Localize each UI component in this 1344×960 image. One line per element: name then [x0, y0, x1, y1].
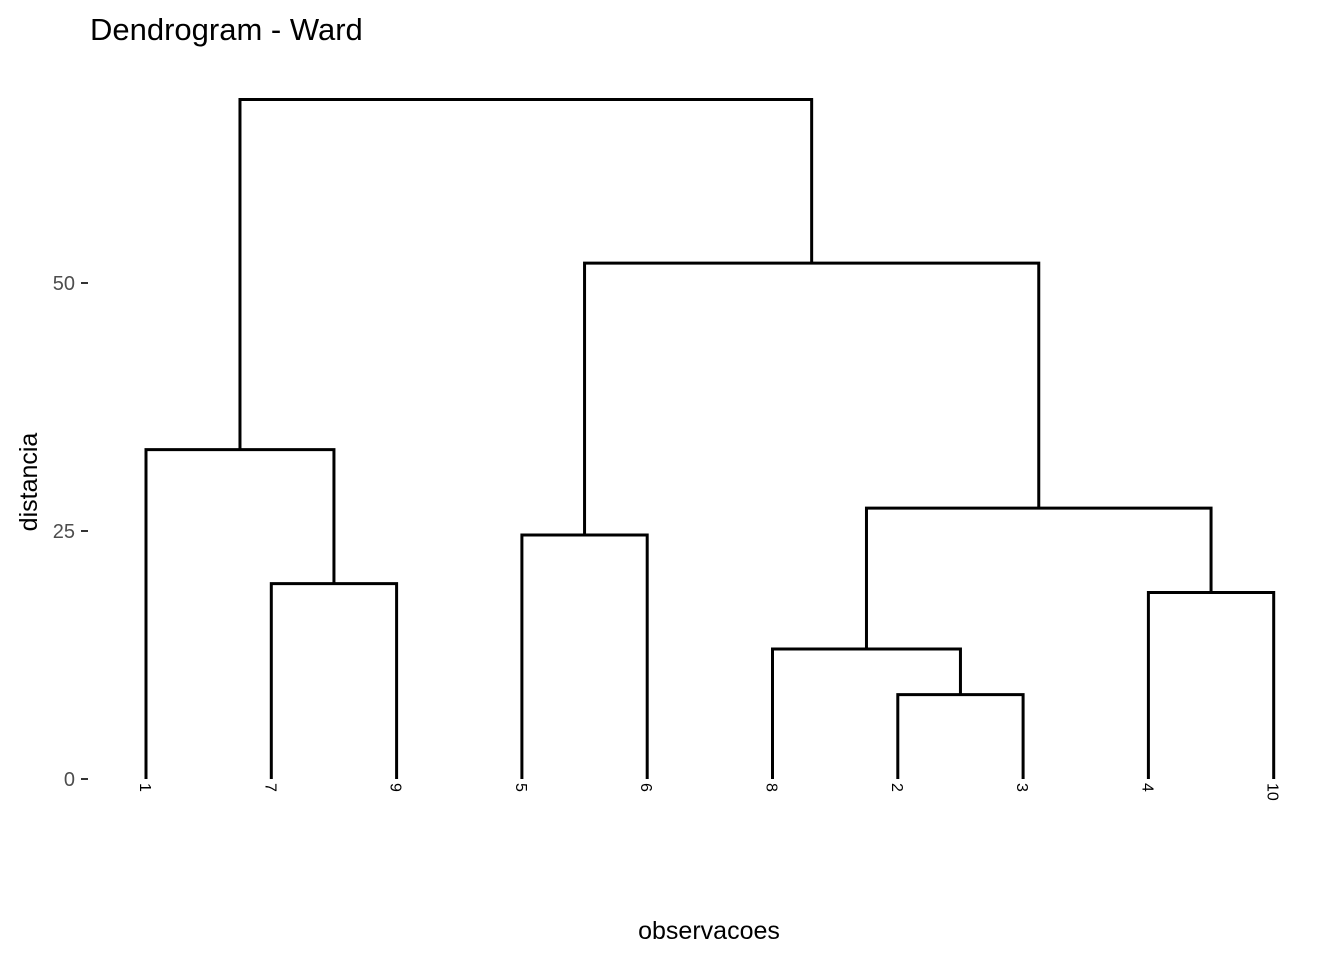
leaf-label-1: 1: [136, 783, 153, 792]
leaf-label-3: 3: [1013, 783, 1030, 792]
branch-c2: [771, 647, 962, 779]
y-axis-label: distancia: [15, 433, 43, 532]
leaf-label-6: 6: [637, 783, 654, 792]
branch-c8: [583, 261, 1041, 535]
leaf-label-5: 5: [512, 783, 529, 792]
leaf-labels: 1 7 9 5 6 8 2 3 4 10: [136, 783, 1281, 801]
branch-c7: [144, 448, 336, 779]
branch-c3: [1146, 591, 1276, 779]
chart-title: Dendrogram - Ward: [90, 12, 363, 47]
leaf-label-10: 10: [1264, 783, 1281, 801]
branch-c9: [238, 97, 814, 450]
y-axis: 0 25 50: [53, 273, 88, 791]
branch-c1: [896, 693, 1025, 779]
branch-c5: [520, 533, 649, 779]
y-tick-label-0: 0: [64, 769, 75, 791]
leaf-label-2: 2: [888, 783, 905, 792]
leaf-label-9: 9: [387, 783, 404, 792]
leaf-label-8: 8: [763, 783, 780, 792]
branch-c4: [269, 582, 399, 779]
leaf-label-7: 7: [261, 783, 278, 792]
leaf-label-4: 4: [1138, 783, 1155, 792]
branch-c6: [864, 506, 1213, 650]
y-tick-label-50: 50: [53, 273, 75, 295]
y-tick-label-25: 25: [53, 521, 75, 543]
dendrogram-branches: [144, 97, 1276, 779]
x-axis-label: observacoes: [638, 917, 780, 945]
